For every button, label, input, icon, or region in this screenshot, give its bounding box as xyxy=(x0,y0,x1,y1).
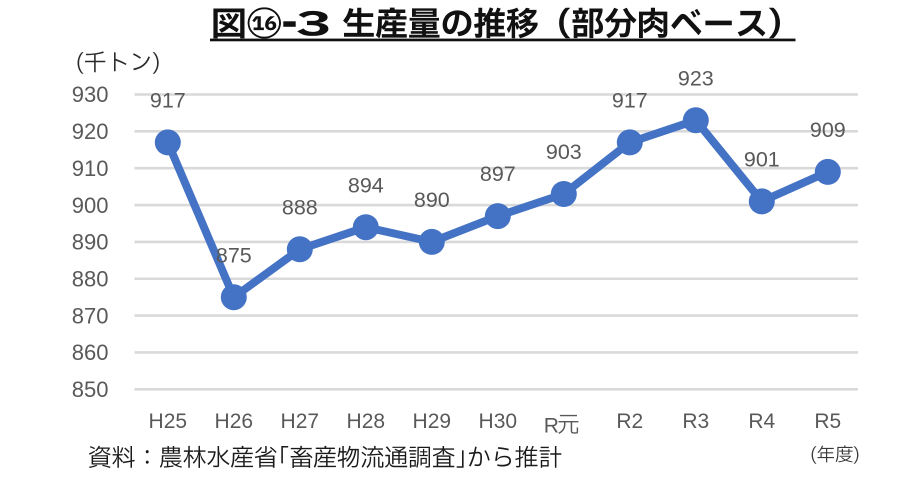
svg-text:H28: H28 xyxy=(347,410,386,433)
svg-text:890: 890 xyxy=(414,188,450,212)
svg-text:H26: H26 xyxy=(215,410,254,433)
svg-text:R3: R3 xyxy=(682,410,709,433)
svg-text:H25: H25 xyxy=(149,410,188,433)
svg-text:H29: H29 xyxy=(413,410,452,433)
svg-text:917: 917 xyxy=(150,89,186,113)
svg-text:920: 920 xyxy=(72,119,109,144)
svg-text:860: 860 xyxy=(72,340,109,365)
svg-text:R5: R5 xyxy=(814,410,841,433)
svg-text:909: 909 xyxy=(810,118,846,142)
svg-text:930: 930 xyxy=(72,82,109,107)
svg-text:903: 903 xyxy=(546,140,582,164)
svg-text:923: 923 xyxy=(678,66,714,90)
svg-text:888: 888 xyxy=(282,195,318,219)
svg-text:880: 880 xyxy=(72,266,109,291)
svg-text:R2: R2 xyxy=(616,410,643,433)
svg-text:890: 890 xyxy=(72,230,109,255)
svg-text:875: 875 xyxy=(216,243,252,267)
svg-text:H30: H30 xyxy=(479,410,518,433)
svg-text:897: 897 xyxy=(480,162,516,186)
svg-text:850: 850 xyxy=(72,377,109,402)
svg-text:870: 870 xyxy=(72,303,109,328)
svg-text:R: R xyxy=(544,415,559,438)
svg-text:901: 901 xyxy=(744,148,780,172)
svg-text:900: 900 xyxy=(72,193,109,218)
svg-text:H27: H27 xyxy=(281,410,320,433)
svg-text:R4: R4 xyxy=(748,410,775,433)
svg-text:910: 910 xyxy=(72,156,109,181)
svg-text:894: 894 xyxy=(348,173,384,197)
svg-text:917: 917 xyxy=(612,89,648,113)
